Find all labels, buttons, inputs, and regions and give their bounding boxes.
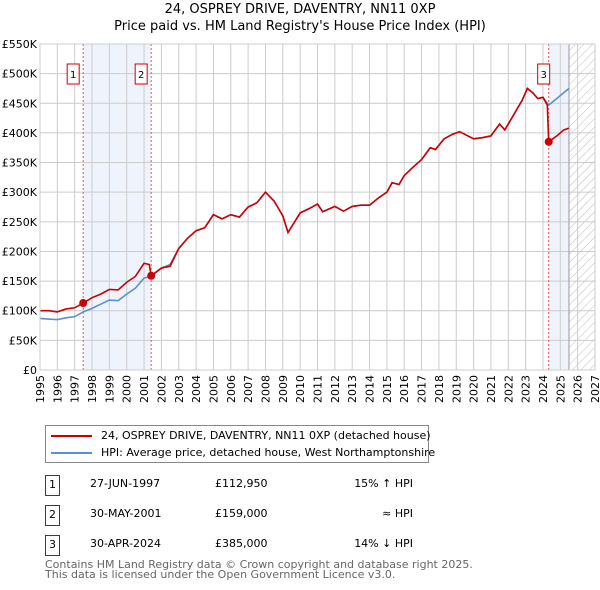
x-tick-label: 2026 <box>572 375 585 403</box>
x-tick-label: 2024 <box>537 375 550 403</box>
y-tick-label: £400K <box>2 127 38 140</box>
x-tick-label: 2012 <box>329 375 342 403</box>
legend-item-property: 24, OSPREY DRIVE, DAVENTRY, NN11 0XP (de… <box>46 428 431 444</box>
x-tick-label: 2016 <box>398 375 411 403</box>
sale-label: 1 <box>70 70 76 81</box>
x-tick-label: 2025 <box>554 375 567 403</box>
y-tick-label: £300K <box>2 186 38 199</box>
footer-line-1: Contains HM Land Registry data © Crown c… <box>45 558 473 571</box>
x-tick-label: 2023 <box>520 375 533 403</box>
y-tick-label: £100K <box>2 305 38 318</box>
x-tick-label: 2007 <box>242 375 255 403</box>
x-tick-label: 2008 <box>259 375 272 403</box>
sale-label-box <box>537 63 551 85</box>
x-tick-label: 1998 <box>86 375 99 403</box>
x-tick-label: 2018 <box>433 375 446 403</box>
sale-label-box <box>134 63 148 85</box>
y-tick-label: £150K <box>2 275 38 288</box>
y-tick-label: £450K <box>2 97 38 110</box>
sale-row: 1 27-JUN-1997 £112,950 15% ↑ HPI <box>45 475 425 496</box>
legend-label: HPI: Average price, detached house, West… <box>101 446 436 459</box>
footer-line-2: This data is licensed under the Open Gov… <box>45 568 396 581</box>
x-tick-label: 2013 <box>346 375 359 403</box>
x-tick-label: 2017 <box>416 375 429 403</box>
x-tick-label: 2002 <box>155 375 168 403</box>
chart-subtitle: Price paid vs. HM Land Registry's House … <box>114 19 486 34</box>
forecast-hatch <box>568 44 595 370</box>
x-tick-label: 2001 <box>138 375 151 403</box>
x-tick-label: 2027 <box>589 375 600 403</box>
sale-point <box>147 271 156 280</box>
sale-date: 27-JUN-1997 <box>90 477 161 490</box>
x-tick-label: 2000 <box>121 375 134 403</box>
x-tick-label: 2011 <box>312 375 325 403</box>
y-tick-label: £50K <box>9 334 38 347</box>
y-tick-label: £350K <box>2 157 38 170</box>
x-tick-label: 2021 <box>485 375 498 403</box>
y-tick-label: £250K <box>2 216 38 229</box>
x-tick-label: 1997 <box>69 375 82 403</box>
sale-label: 2 <box>138 70 144 81</box>
y-tick-label: £500K <box>2 68 38 81</box>
footer: Contains HM Land Registry data © Crown c… <box>45 558 473 581</box>
sale-row: 3 30-APR-2024 £385,000 14% ↓ HPI <box>45 535 425 556</box>
shaded-period <box>548 44 569 370</box>
sale-hpi-comparison: ≈ HPI <box>382 507 413 520</box>
sale-price: £385,000 <box>215 537 268 550</box>
sale-number-badge: 3 <box>45 535 60 556</box>
sale-point <box>79 299 88 308</box>
x-tick-label: 2015 <box>381 375 394 403</box>
x-tick-label: 1999 <box>103 375 116 403</box>
x-tick-label: 2006 <box>225 375 238 403</box>
price-chart: 1995 1996 1997 1998 1999 2000 2001 2002 2003 2004… <box>2 38 600 403</box>
sale-hpi-comparison: 14% ↓ HPI <box>354 537 413 550</box>
sale-label-box <box>66 63 80 85</box>
sale-number-badge: 1 <box>45 475 60 496</box>
legend: 24, OSPREY DRIVE, DAVENTRY, NN11 0XP (de… <box>45 425 435 463</box>
x-tick-label: 2005 <box>207 375 220 403</box>
sale-point <box>544 137 553 146</box>
y-tick-label: £0 <box>23 364 37 377</box>
x-tick-label: 2003 <box>173 375 186 403</box>
red-line-swatch <box>51 435 92 437</box>
legend-item-hpi: HPI: Average price, detached house, West… <box>46 445 435 461</box>
shaded-period <box>83 44 152 370</box>
x-tick-label: 2014 <box>364 375 377 403</box>
x-tick-label: 1995 <box>34 375 47 403</box>
x-tick-label: 2020 <box>468 375 481 403</box>
x-tick-label: 2010 <box>294 375 307 403</box>
sale-label: 3 <box>541 70 547 81</box>
x-tick-label: 2004 <box>190 375 203 403</box>
price-paid-line <box>40 87 570 313</box>
sale-price: £112,950 <box>215 477 268 490</box>
legend-label: 24, OSPREY DRIVE, DAVENTRY, NN11 0XP (de… <box>101 429 431 442</box>
sale-price: £159,000 <box>215 507 268 520</box>
sale-date: 30-MAY-2001 <box>90 507 162 520</box>
x-tick-label: 2019 <box>450 375 463 403</box>
y-tick-label: £200K <box>2 245 38 258</box>
sale-date: 30-APR-2024 <box>90 537 162 550</box>
sale-hpi-comparison: 15% ↑ HPI <box>354 477 413 490</box>
plot-border <box>39 43 596 371</box>
x-tick-label: 2022 <box>502 375 515 403</box>
x-tick-label: 2009 <box>277 375 290 403</box>
sale-number-badge: 2 <box>45 505 60 526</box>
blue-line-swatch <box>51 452 92 454</box>
x-tick-label: 1996 <box>51 375 64 403</box>
sale-row: 2 30-MAY-2001 £159,000 ≈ HPI <box>45 505 425 526</box>
y-tick-label: £550K <box>2 38 38 51</box>
chart-title: 24, OSPREY DRIVE, DAVENTRY, NN11 0XP <box>164 2 436 17</box>
